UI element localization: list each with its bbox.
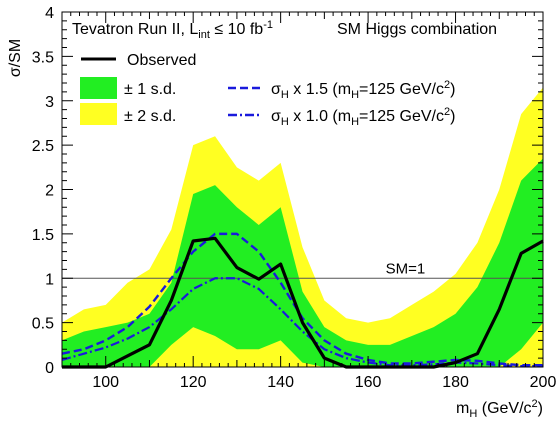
y-tick-label: 1.5 — [32, 227, 54, 244]
legend-band1-swatch — [80, 77, 117, 99]
legend-observed-label: Observed — [127, 52, 196, 69]
series-curves — [61, 232, 544, 369]
legend-signal10-label: σH x 1.0 (mH=125 GeV/c2) — [271, 106, 455, 128]
chart-title-experiment: Tevatron Run II, Lint ≤ 10 fb-1 — [72, 19, 273, 41]
x-tick-label: 120 — [180, 374, 207, 391]
y-tick-label: 3.5 — [32, 49, 54, 66]
legend-band2-label: ± 2 s.d. — [124, 108, 176, 125]
band-1sd — [62, 158, 543, 367]
x-tick-label: 100 — [92, 374, 119, 391]
x-tick-label: 180 — [442, 374, 469, 391]
x-tick-label: 200 — [530, 374, 557, 391]
y-tick-label: 0 — [45, 360, 54, 377]
legend: Observed ± 1 s.d. ± 2 s.d. σH x 1.5 (mH=… — [80, 52, 455, 128]
y-tick-label: 1 — [45, 271, 54, 288]
x-axis-label: mH (GeV/c2) — [456, 398, 543, 420]
legend-band1-label: ± 1 s.d. — [124, 81, 176, 98]
series-dashdot-line — [61, 277, 543, 368]
axis-ticks: 100 120 140 160 180 200 0 0.5 1 1.5 2 2.5 3 3.5 4 — [32, 5, 557, 391]
chart-title-combination: SM Higgs combination — [337, 21, 497, 38]
x-tick-label: 160 — [355, 374, 382, 391]
expected-bands — [62, 87, 543, 367]
x-tick-label: 140 — [267, 374, 294, 391]
sm-reference-label: SM=1 — [386, 260, 426, 277]
y-tick-label: 2 — [45, 183, 54, 200]
y-tick-label: 0.5 — [32, 316, 54, 333]
y-tick-label: 2.5 — [32, 138, 54, 155]
legend-signal15-label: σH x 1.5 (mH=125 GeV/c2) — [271, 79, 455, 101]
series-solid-line — [62, 236, 544, 369]
y-axis-label: σ/SM — [7, 39, 24, 77]
y-tick-label: 4 — [45, 5, 54, 22]
y-tick-label: 3 — [45, 94, 54, 111]
legend-band2-swatch — [80, 103, 117, 125]
